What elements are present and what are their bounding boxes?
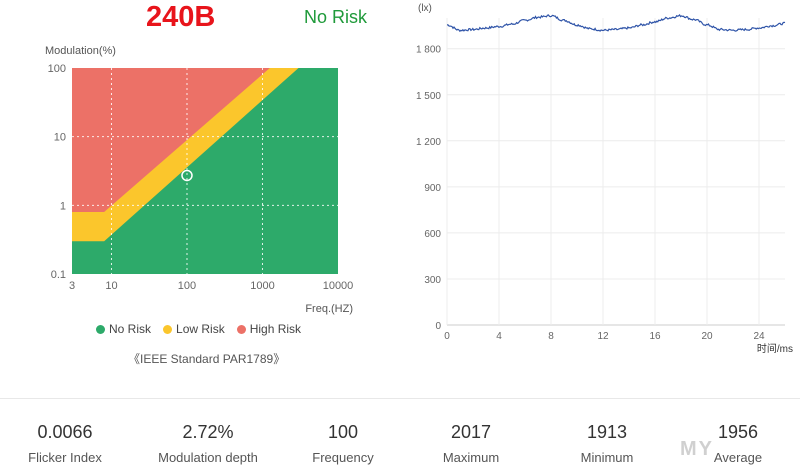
legend-label: Low Risk [176,322,225,336]
x-tick-label: 8 [548,331,554,342]
standard-note: 《IEEE Standard PAR1789》 [128,352,286,366]
y-tick-label: 1 200 [416,137,441,148]
high-risk-region [72,68,270,212]
stat-label: Frequency [312,450,374,465]
legend-dot [96,324,105,334]
watermark: MY [680,438,714,460]
y-tick-label: 600 [424,229,441,240]
legend-label: No Risk [109,322,152,336]
y-tick-label: 300 [424,275,441,286]
y-tick-label: 900 [424,183,441,194]
stat-frequency: 100 Frequency [278,420,408,468]
legend-item: No Risk [96,322,151,336]
y-tick-label: 1 [60,200,66,212]
stat-label: Maximum [442,450,500,465]
y-tick-label: 10 [54,132,66,144]
illuminance-series-line [447,13,786,33]
x-tick-label: 10000 [323,280,354,292]
y-tick-label: 1 800 [416,45,441,56]
stat-flicker-index: 0.0066 Flicker Index [0,420,130,468]
x-axis-title: Freq.(HZ) [305,303,353,315]
legend-item: High Risk [236,322,302,336]
illuminance-waveform-chart: 0 300 600 900 1 200 1 500 1 800 0 4 8 12 16 20 24 (lx)… [416,3,793,355]
stat-value: 2017 [450,422,492,442]
divider [0,398,800,399]
measured-point [181,169,193,182]
stat-value: 1913 [586,422,628,442]
x-axis-title: 时间/ms [757,342,793,355]
x-tick-label: 4 [496,331,502,342]
stat-average: 1956 Average [673,420,800,468]
risk-legend: No Risk Low Risk High Risk [96,322,301,336]
legend-dot [163,324,173,334]
headline-value: 240B [146,1,216,33]
x-tick-label: 100 [178,280,196,292]
flicker-risk-chart: 3 10 100 1000 10000 0.1 1 10 100 Modulation(%) Fre… [45,45,354,315]
stat-minimum: 1913 Minimum [542,420,672,468]
stat-label: Average [713,450,763,465]
y-tick-label: 0 [435,321,441,332]
legend-dot [236,324,246,334]
legend-item: Low Risk [163,322,225,336]
y-axis-title: (lx) [418,3,432,14]
legend-label: High Risk [249,322,302,336]
y-tick-label: 1 500 [416,91,441,102]
x-tick-label: 10 [105,280,117,292]
x-tick-label: 3 [69,280,75,292]
risk-status: No Risk [304,7,368,27]
stat-label: Flicker Index [28,450,102,465]
stat-label: Modulation depth [158,450,258,465]
stat-value: 0.0066 [37,422,93,442]
x-tick-label: 24 [753,331,765,342]
stat-value: 100 [327,422,359,442]
stat-modulation-depth: 2.72% Modulation depth [143,420,273,468]
stat-label: Minimum [580,450,634,465]
stat-maximum: 2017 Maximum [406,420,536,468]
x-tick-label: 1000 [250,280,274,292]
x-tick-label: 12 [597,331,609,342]
x-tick-label: 0 [444,331,450,342]
y-axis-title: Modulation(%) [45,45,116,57]
y-tick-label: 100 [48,63,66,75]
x-tick-label: 20 [701,331,713,342]
x-tick-label: 16 [649,331,661,342]
stat-value: 1956 [717,422,759,442]
y-tick-label: 0.1 [51,269,66,281]
stat-value: 2.72% [182,422,234,442]
